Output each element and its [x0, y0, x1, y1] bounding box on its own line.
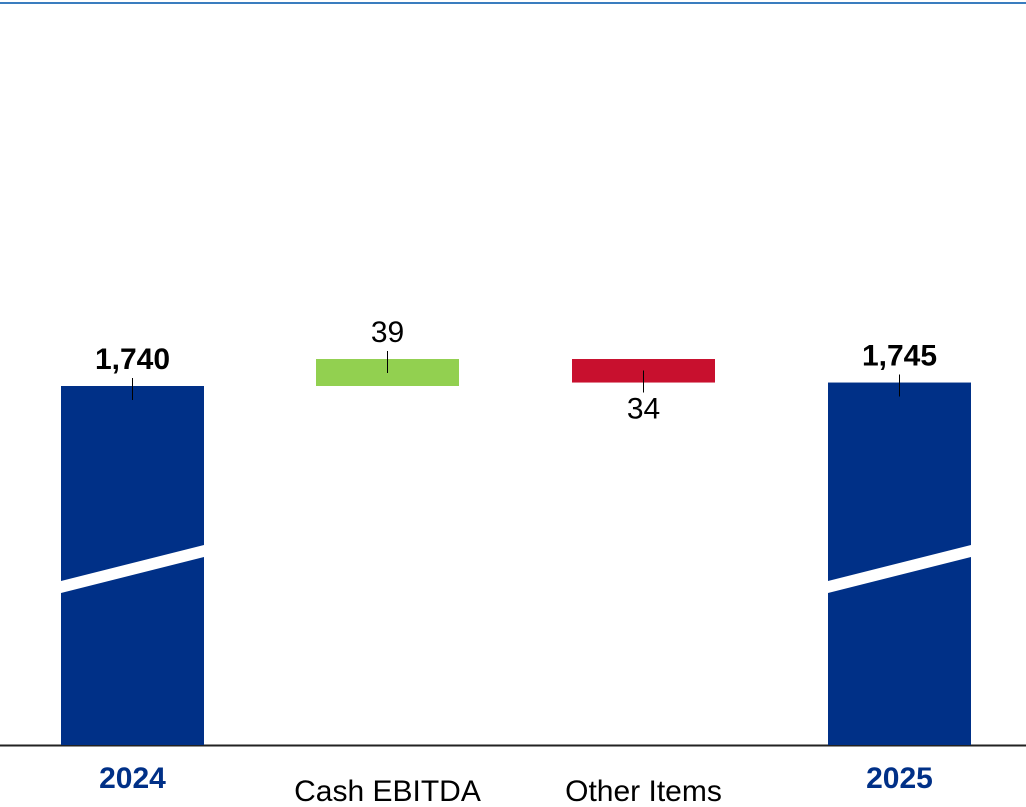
axis-break — [828, 545, 971, 593]
x-tick-label: Other Items — [565, 775, 722, 807]
value-label: 1,745 — [862, 339, 937, 372]
axis-break — [61, 545, 204, 593]
value-label: 39 — [371, 316, 404, 349]
x-tick-label: Cash EBITDA — [294, 775, 481, 807]
value-label: 1,740 — [95, 343, 170, 376]
x-tick-label: 2024 — [99, 762, 166, 795]
x-tick-label: 2025 — [866, 762, 933, 795]
value-label: 34 — [627, 392, 660, 425]
